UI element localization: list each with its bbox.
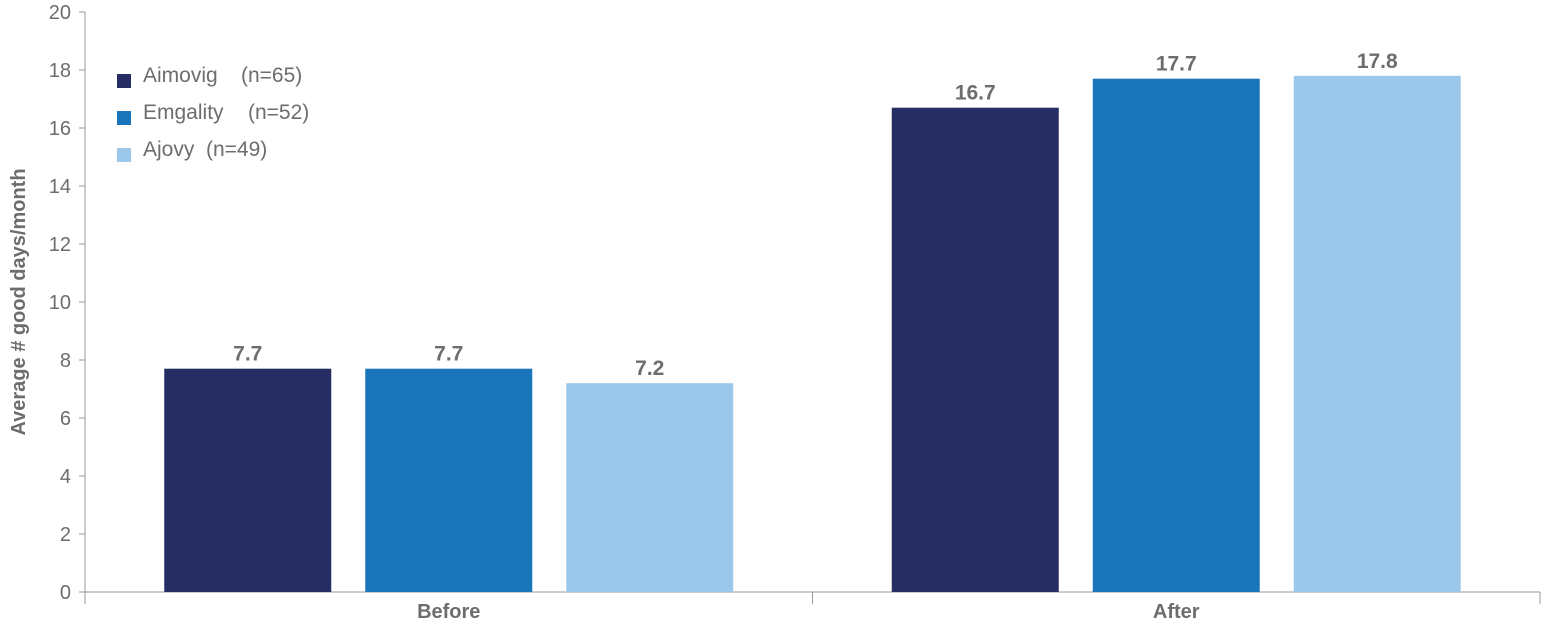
legend-swatch [117, 74, 131, 88]
y-tick-label: 0 [60, 582, 71, 604]
bar-aimovig-before [164, 368, 332, 592]
value-label: 7.2 [635, 357, 664, 380]
y-axis-ticks: 0 2 4 6 8 10 12 14 16 18 20 [49, 2, 85, 604]
bar-ajovy-before [566, 383, 734, 592]
legend: Aimovig (n=65) Emgality (n=52) Ajovy (n=49) [117, 64, 309, 162]
bars [164, 75, 1461, 593]
bar-aimovig-after [891, 107, 1059, 592]
value-labels: 7.7 7.7 7.2 16.7 17.7 17.8 [233, 50, 1398, 380]
legend-label: Emgality [143, 101, 224, 124]
value-label: 17.8 [1357, 50, 1398, 73]
y-tick-label: 14 [49, 176, 71, 198]
legend-n-label: (n=49) [206, 138, 267, 161]
y-tick-label: 2 [60, 524, 71, 546]
y-tick-label: 18 [49, 60, 71, 82]
y-tick-label: 16 [49, 118, 71, 140]
bar-ajovy-after [1293, 75, 1461, 593]
y-tick-label: 8 [60, 350, 71, 372]
legend-label: Ajovy [143, 138, 195, 161]
legend-n-label: (n=65) [241, 64, 302, 87]
y-tick-label: 20 [49, 2, 71, 24]
value-label: 7.7 [434, 343, 463, 366]
y-axis-label: Average # good days/month [8, 168, 30, 435]
legend-label: Aimovig [143, 64, 218, 87]
value-label: 17.7 [1156, 53, 1197, 76]
bar-emgality-before [365, 368, 533, 592]
x-category-label: Before [417, 601, 480, 622]
legend-swatch [117, 111, 131, 125]
y-tick-label: 6 [60, 408, 71, 430]
value-label: 16.7 [955, 82, 996, 105]
x-category-label: After [1153, 601, 1200, 622]
y-tick-label: 10 [49, 292, 71, 314]
legend-swatch [117, 148, 131, 162]
value-label: 7.7 [233, 343, 262, 366]
bar-emgality-after [1092, 78, 1260, 592]
y-tick-label: 4 [60, 466, 71, 488]
x-axis-ticks: Before After [84, 592, 1541, 622]
legend-n-label: (n=52) [248, 101, 309, 124]
y-tick-label: 12 [49, 234, 71, 256]
